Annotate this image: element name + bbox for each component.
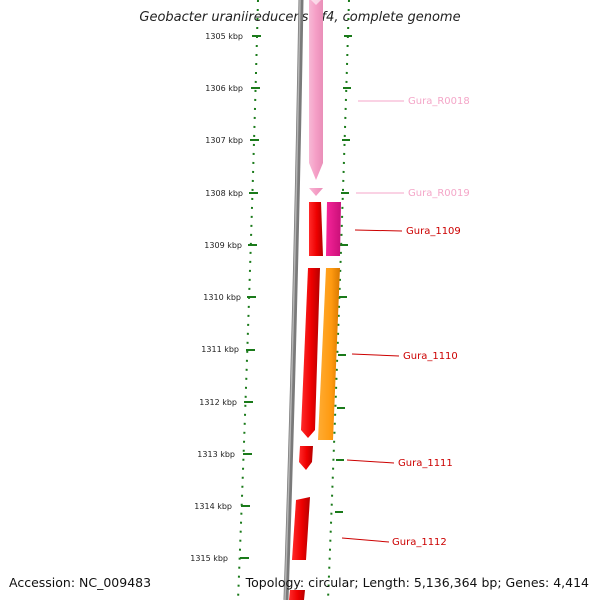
tick-label-1310: 1310 kbp [203,293,241,302]
tick-label-1305: 1305 kbp [205,32,243,41]
label-gura-1112[interactable]: Gura_1112 [392,537,447,548]
tick-label-1312: 1312 kbp [199,398,237,407]
accession-text: Accession: NC_009483 [9,575,152,590]
tick-label-1308: 1308 kbp [205,189,243,198]
label-gura-r0018[interactable]: Gura_R0018 [408,96,470,107]
feature-gura-1111[interactable] [299,446,313,470]
feature-gura-r0019[interactable] [309,188,323,196]
feature-gura-1109-red[interactable] [309,202,323,256]
genome-summary-text: Topology: circular; Length: 5,136,364 bp… [245,575,589,590]
feature-gura-1110-orange[interactable] [318,268,340,440]
feature-gura-r0018[interactable] [309,0,323,180]
label-gura-1111[interactable]: Gura_1111 [398,458,453,469]
feature-gura-r0018-cap [311,0,321,5]
genome-backbone [283,0,304,600]
tick-label-1306: 1306 kbp [205,84,243,93]
label-gura-r0019[interactable]: Gura_R0019 [408,188,470,199]
feature-gura-1110-red[interactable] [301,268,320,438]
tick-label-1315: 1315 kbp [190,554,228,563]
kbp-tick-marks [240,35,352,559]
tick-label-1309: 1309 kbp [204,241,242,250]
feature-gura-1109-magenta[interactable] [326,202,341,256]
leader-gura-1111 [346,459,395,464]
leader-gura-1112 [341,537,390,543]
tick-label-1307: 1307 kbp [205,136,243,145]
tick-label-1311: 1311 kbp [201,345,239,354]
tick-label-1314: 1314 kbp [194,502,232,511]
label-gura-1109[interactable]: Gura_1109 [406,226,461,237]
leader-gura-1109 [354,229,403,232]
feature-gura-1112-a[interactable] [292,497,310,560]
feature-gura-1112-b[interactable] [289,590,305,600]
genome-backbone-highlight [284,0,301,600]
label-gura-1110[interactable]: Gura_1110 [403,351,458,362]
leader-gura-1110 [351,353,400,357]
tick-label-1313: 1313 kbp [197,450,235,459]
